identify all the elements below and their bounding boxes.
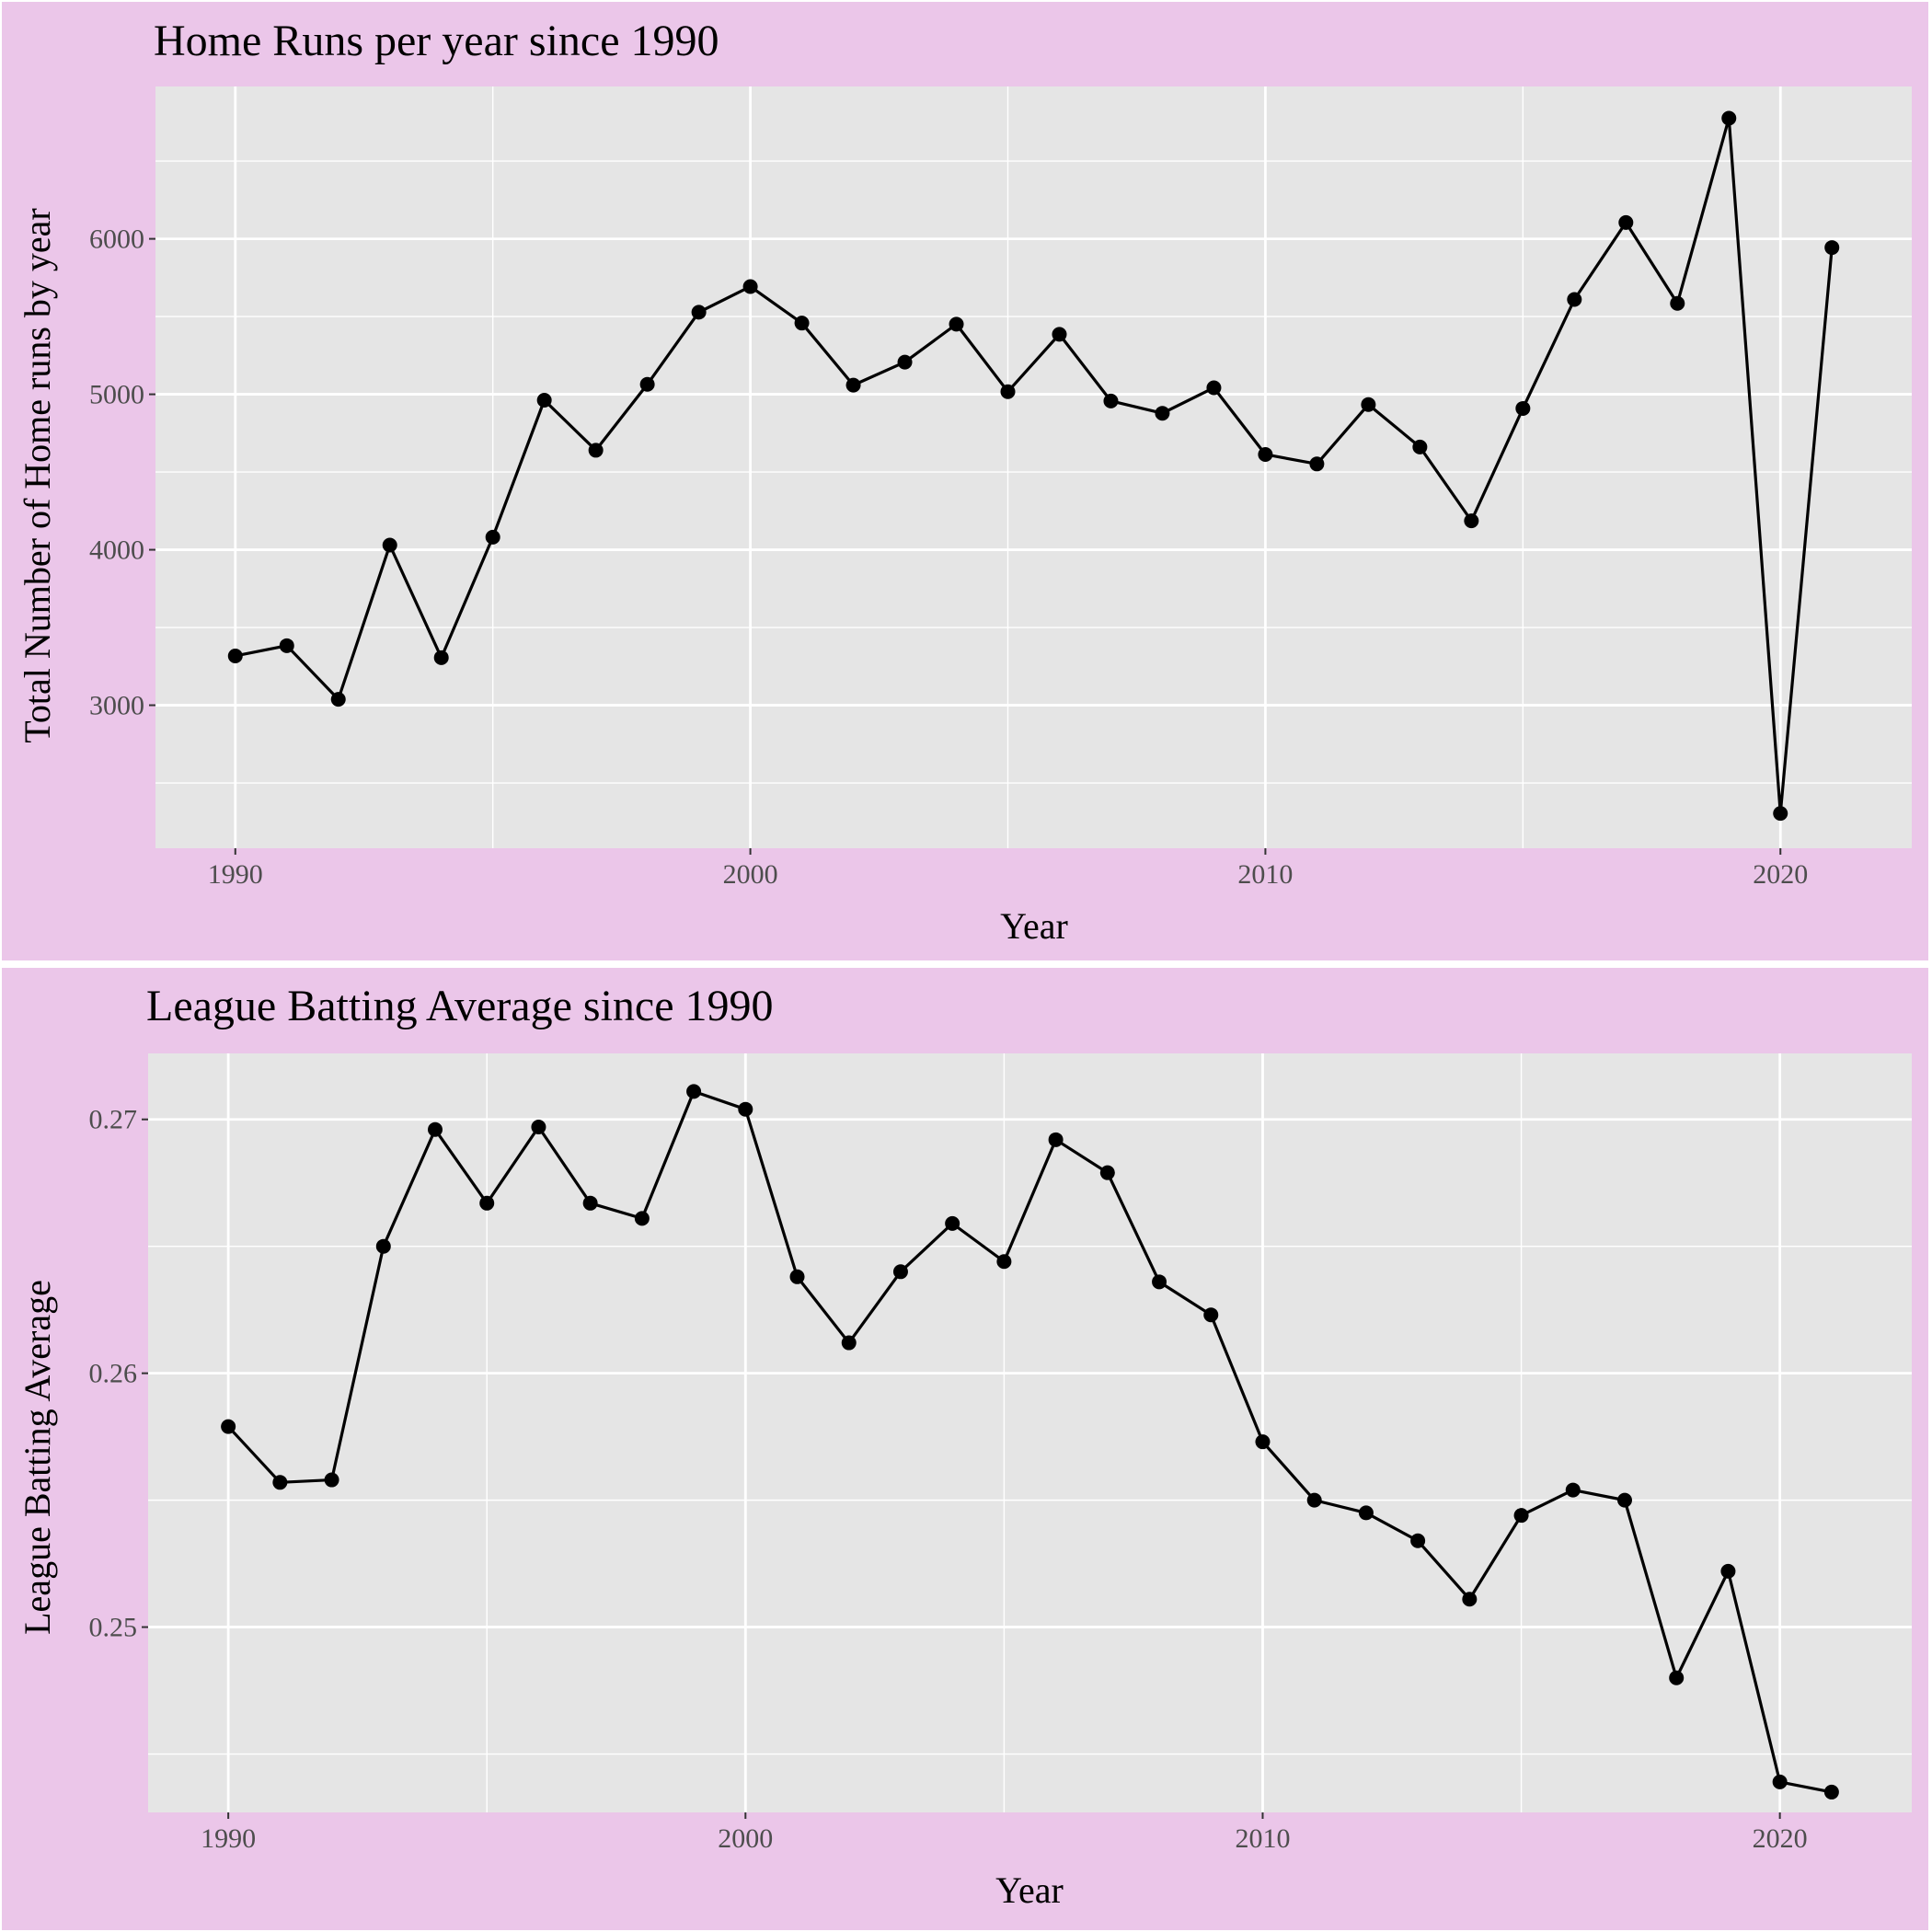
data-point: [588, 443, 604, 458]
data-point: [1618, 214, 1634, 230]
gridlines: [155, 86, 1912, 848]
data-point: [1616, 1492, 1632, 1508]
data-point: [433, 650, 449, 665]
y-axis-title: League Batting Average: [17, 1280, 58, 1635]
data-point: [1513, 1508, 1529, 1524]
home-runs-chart: 1990 2000 2010 2020 3000 4000 5000 6000 Home Ru…: [17, 17, 1912, 947]
data-point: [1567, 292, 1582, 307]
x-tick-label: 2000: [718, 1823, 773, 1854]
x-tick-label: 2000: [723, 859, 778, 890]
plot-panel: [148, 1053, 1912, 1812]
data-point: [227, 648, 243, 663]
series-line: [226, 1089, 1833, 1794]
data-point: [949, 316, 964, 332]
chart-title: League Batting Average since 1990: [146, 982, 774, 1030]
data-point: [279, 638, 294, 653]
data-point: [1772, 1774, 1788, 1789]
y-axis-title: Total Number of Home runs by year: [17, 208, 58, 742]
data-point: [531, 1120, 546, 1135]
batting-average-chart-panel: 1990 2000 2010 2020 0.25 0.26 0.27 League Batt…: [2, 968, 1928, 1930]
chart-title: Home Runs per year since 1990: [154, 17, 719, 65]
data-point: [428, 1121, 443, 1137]
data-point: [1103, 393, 1119, 408]
data-point: [375, 1238, 391, 1254]
data-point: [382, 537, 397, 553]
data-point: [841, 1335, 857, 1351]
y-tick-label: 0.25: [89, 1613, 138, 1643]
data-point: [479, 1195, 495, 1211]
data-point: [1720, 1563, 1736, 1579]
y-tick-label: 0.26: [89, 1359, 138, 1389]
data-point: [582, 1195, 598, 1211]
data-point: [1306, 1492, 1322, 1508]
tick-labels: 1990 2000 2010 2020 3000 4000 5000 6000: [89, 224, 1808, 890]
y-tick-label: 0.27: [89, 1105, 138, 1135]
series-line: [235, 116, 1834, 815]
data-point: [1773, 806, 1788, 822]
data-point: [1823, 1784, 1839, 1800]
data-point: [221, 1419, 236, 1434]
data-point: [1155, 406, 1170, 421]
data-point: [1052, 327, 1067, 342]
data-point: [536, 393, 552, 408]
data-point: [1099, 1165, 1115, 1180]
data-point: [1464, 513, 1479, 529]
series-marks: [221, 1084, 1839, 1800]
data-point: [1412, 439, 1428, 454]
data-point: [1824, 240, 1840, 256]
y-tick-label: 4000: [89, 535, 144, 566]
data-point: [794, 316, 810, 331]
data-point: [1462, 1592, 1478, 1607]
y-tick-label: 5000: [89, 380, 144, 410]
x-tick-label: 2020: [1753, 859, 1808, 890]
x-axis-title: Year: [995, 1869, 1064, 1911]
plot-panel: [155, 86, 1912, 848]
data-point: [1361, 397, 1376, 412]
data-point: [1048, 1132, 1064, 1147]
x-tick-label: 2020: [1753, 1823, 1808, 1854]
data-point: [485, 529, 500, 545]
data-point: [1258, 446, 1273, 462]
data-point: [1410, 1533, 1426, 1548]
data-point: [686, 1084, 702, 1099]
data-point: [996, 1254, 1012, 1270]
y-tick-label: 3000: [89, 691, 144, 721]
data-point: [1152, 1274, 1167, 1290]
data-point: [1515, 400, 1531, 416]
data-point: [897, 354, 913, 370]
data-point: [330, 692, 346, 707]
tick-labels: 1990 2000 2010 2020 0.25 0.26 0.27: [89, 1105, 1808, 1854]
data-point: [1309, 456, 1325, 472]
x-tick-label: 1990: [208, 859, 263, 890]
data-point: [634, 1211, 650, 1226]
x-axis-title: Year: [1000, 905, 1068, 947]
data-point: [272, 1475, 288, 1490]
data-point: [1206, 380, 1222, 396]
data-point: [691, 305, 707, 320]
y-tick-label: 6000: [89, 224, 144, 255]
home-runs-chart-panel: 1990 2000 2010 2020 3000 4000 5000 6000 Home Ru…: [2, 2, 1928, 960]
data-point: [1203, 1307, 1219, 1323]
data-point: [324, 1472, 339, 1488]
series-marks: [227, 110, 1840, 822]
data-point: [738, 1101, 753, 1117]
data-point: [742, 279, 758, 294]
batting-average-chart: 1990 2000 2010 2020 0.25 0.26 0.27 League Batt…: [17, 982, 1912, 1911]
data-point: [1000, 384, 1016, 399]
data-point: [945, 1215, 960, 1231]
data-point: [892, 1264, 908, 1280]
data-point: [1670, 295, 1685, 311]
data-point: [789, 1269, 805, 1284]
data-point: [1669, 1670, 1685, 1685]
data-point: [1565, 1482, 1581, 1498]
x-tick-label: 2010: [1235, 1823, 1290, 1854]
x-tick-label: 1990: [201, 1823, 256, 1854]
data-point: [1358, 1505, 1374, 1521]
data-point: [639, 376, 655, 392]
x-tick-label: 2010: [1237, 859, 1293, 890]
data-point: [845, 377, 861, 393]
data-point: [1721, 110, 1737, 126]
data-point: [1255, 1434, 1271, 1450]
